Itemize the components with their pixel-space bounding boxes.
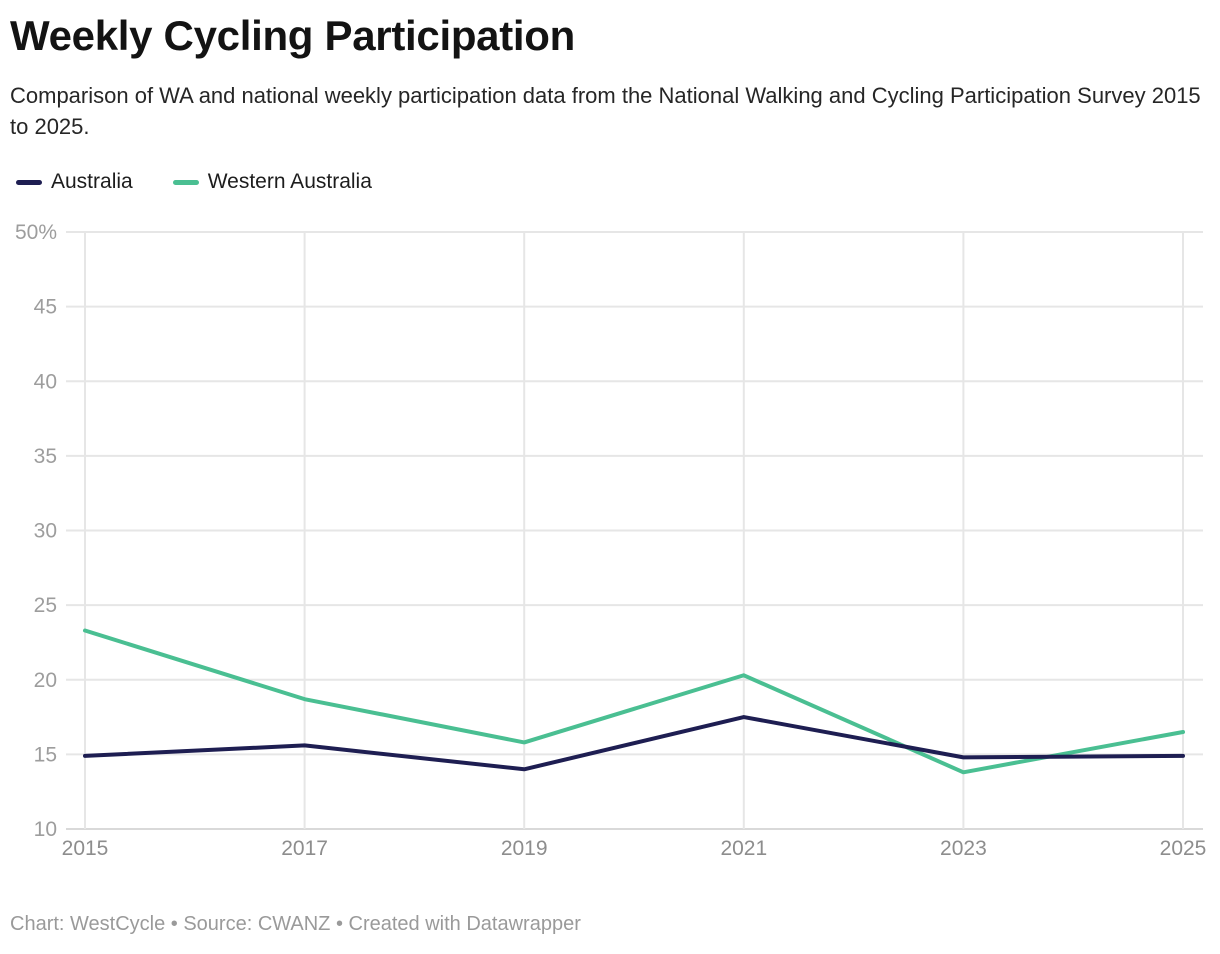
series-line-western-australia [83,628,1185,775]
y-axis-tick-label: 20 [34,669,57,692]
x-axis-tick-label: 2021 [720,837,767,860]
legend-label-australia: Australia [51,170,133,193]
y-axis-tick-label: 35 [34,445,57,468]
series-line-australia [83,715,1185,772]
y-axis-tick-label: 25 [34,594,57,617]
y-axis-tick-label: 10 [34,818,57,841]
chart-subtitle: Comparison of WA and national weekly par… [10,83,1201,139]
x-axis-tick-label: 2025 [1160,837,1207,860]
y-axis-tick-label: 15 [34,743,57,766]
y-axis-tick-label: 45 [34,296,57,319]
legend-line-swatch-australia [16,179,42,185]
y-axis-tick-label: 30 [34,520,57,543]
y-axis-tick-label: 40 [34,370,57,393]
chart-footer: Chart: WestCycle • Source: CWANZ • Creat… [10,913,581,935]
line-chart-area: 50% 45 40 35 30 25 20 15 10 2015 2017 2019 2021 2023 2… [0,218,1206,887]
legend-item-australia: Australia [16,170,133,194]
x-axis-tick-label: 2017 [281,837,328,860]
legend-line-swatch-western-australia [172,179,199,185]
legend-item-western-australia: Western Australia [172,170,372,194]
x-axis-tick-label: 2015 [62,837,109,860]
chart-title: Weekly Cycling Participation [10,12,575,59]
legend: Australia Western Australia [16,170,1204,194]
y-axis-tick-label: 50% [15,221,57,244]
x-axis-tick-label: 2023 [940,837,987,860]
x-axis-tick-label: 2019 [501,837,548,860]
legend-label-western-australia: Western Australia [207,170,372,193]
